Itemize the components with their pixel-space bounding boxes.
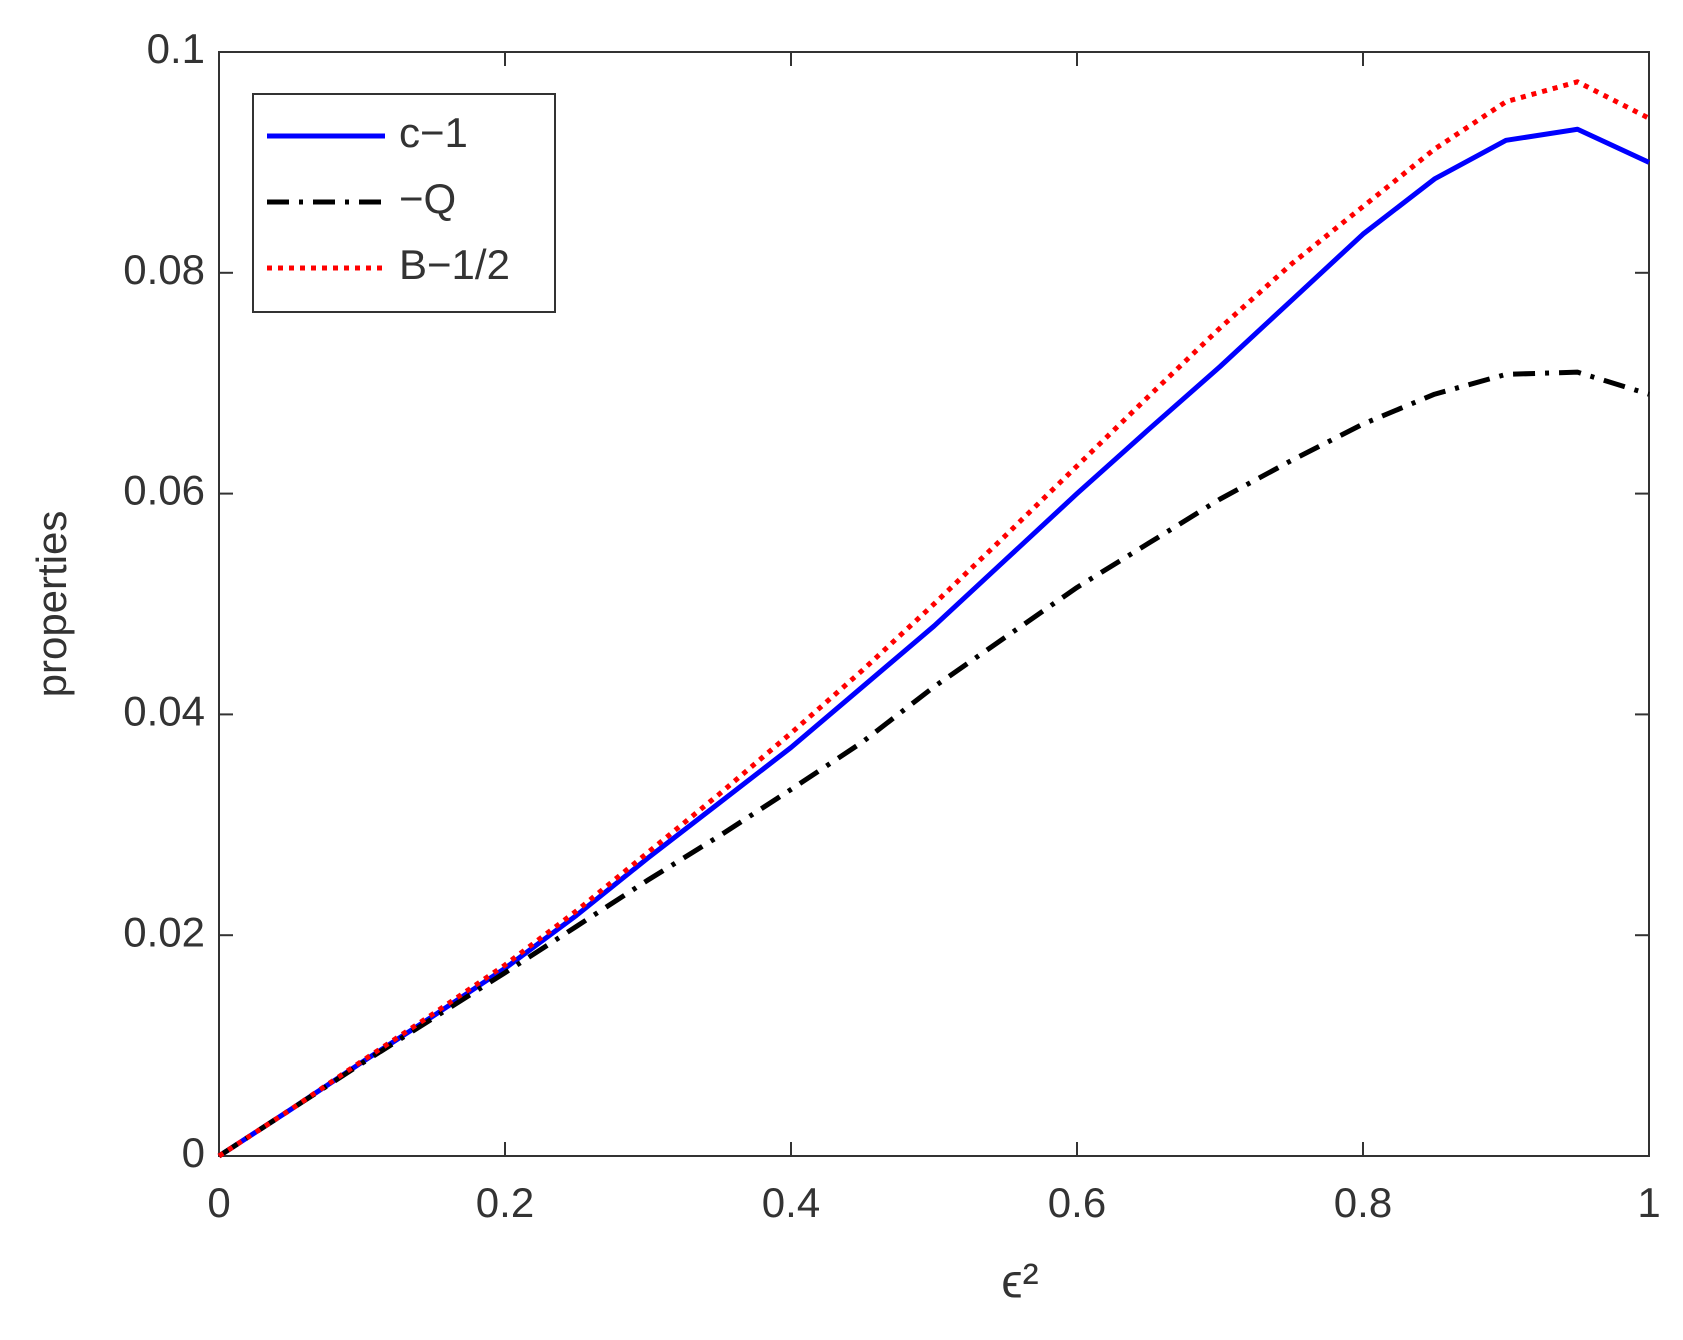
y-axis-label: properties <box>28 511 75 698</box>
legend-label: c−1 <box>399 109 468 156</box>
x-axis-label: ϵ² <box>1001 1256 1038 1309</box>
legend-label: −Q <box>399 175 456 222</box>
series-line <box>217 79 1651 1159</box>
series-line <box>217 369 1650 1159</box>
y-tick-label: 0.02 <box>123 908 205 955</box>
x-tick-label: 1 <box>1637 1179 1660 1226</box>
y-tick-label: 0.08 <box>123 246 205 293</box>
y-tick-label: 0.04 <box>123 687 205 734</box>
x-tick-label: 0.6 <box>1048 1179 1106 1226</box>
x-tick-label: 0.4 <box>762 1179 820 1226</box>
x-tick-label: 0.2 <box>476 1179 534 1226</box>
x-tick-label: 0.8 <box>1334 1179 1392 1226</box>
y-tick-label: 0 <box>182 1129 205 1176</box>
legend-label: B−1/2 <box>399 241 510 288</box>
y-tick-label: 0.06 <box>123 467 205 514</box>
legend-box <box>252 93 556 313</box>
x-tick-label: 0 <box>207 1179 230 1226</box>
y-tick-label: 0.1 <box>147 25 205 72</box>
